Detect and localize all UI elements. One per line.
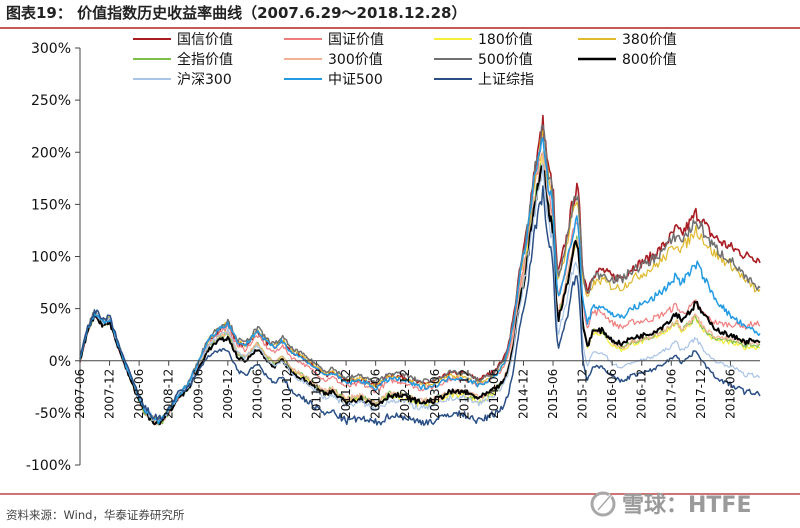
x-tick-label: 2011-12 — [339, 369, 353, 419]
y-tick-label: 200% — [31, 145, 71, 161]
x-tick-label: 2007-06 — [73, 369, 87, 419]
x-tick-label: 2012-06 — [369, 369, 383, 419]
legend-label: 300价值 — [328, 52, 383, 68]
legend-label: 380价值 — [622, 32, 677, 48]
series-line-1 — [79, 114, 761, 425]
x-tick-label: 2013-06 — [428, 369, 442, 419]
x-tick-label: 2014-06 — [487, 369, 501, 419]
legend-label: 500价值 — [478, 52, 533, 68]
x-tick-label: 2012-12 — [398, 369, 412, 419]
x-tick-label: 2016-06 — [605, 369, 619, 419]
x-tick-label: 2010-06 — [250, 369, 264, 419]
y-tick-label: -100% — [26, 458, 71, 474]
y-tick-label: 100% — [31, 250, 71, 266]
snowball-logo-icon — [590, 491, 616, 517]
axes: -100% -50% 0% 50% 100% 150% 200% 250% 300% 2007-0… — [26, 41, 760, 474]
x-tick-label: 2018-06 — [723, 369, 737, 419]
series-line-10 — [79, 136, 761, 425]
x-tick-label: 2009-12 — [221, 369, 235, 419]
x-tick-label: 2013-12 — [457, 369, 471, 419]
series-line-4 — [79, 130, 761, 424]
legend-label: 180价值 — [478, 32, 533, 48]
y-tick-label: -50% — [35, 406, 71, 422]
x-tick-label: 2011-06 — [310, 369, 324, 419]
legend-label: 中证500 — [328, 72, 383, 88]
series-line-9 — [79, 163, 761, 422]
legend-label: 全指价值 — [177, 51, 233, 68]
watermark-text: 雪球：HTFE — [622, 493, 751, 518]
x-tick-label: 2017-12 — [694, 369, 708, 419]
legend-label: 国信价值 — [177, 32, 233, 48]
x-tick-label: 2010-12 — [280, 369, 294, 419]
y-tick-label: 50% — [40, 302, 71, 318]
y-tick-label: 250% — [31, 93, 71, 109]
series-line-11 — [79, 185, 761, 427]
x-tick-label: 2015-12 — [576, 369, 590, 419]
x-tick-label: 2017-06 — [664, 369, 678, 419]
plot-lines — [79, 114, 761, 427]
x-tick-label: 2015-06 — [546, 369, 560, 419]
legend-label: 800价值 — [622, 52, 677, 68]
x-tick-label: 2008-12 — [162, 369, 176, 419]
x-tick-label: 2008-06 — [132, 369, 146, 419]
source-note: 资料来源：Wind，华泰证券研究所 — [6, 508, 185, 522]
figure-title: 图表19： 价值指数历史收益率曲线（2007.6.29～2018.12.28） — [6, 4, 466, 22]
legend-label: 上证综指 — [478, 72, 534, 88]
watermark: 雪球：HTFE — [590, 491, 751, 518]
x-tick-label: 2016-12 — [635, 369, 649, 419]
series-line-7 — [79, 124, 761, 422]
y-tick-label: 0% — [49, 354, 71, 370]
legend-label: 国证价值 — [328, 32, 384, 48]
x-tick-label: 2009-06 — [191, 369, 205, 419]
x-tick-label: 2014-12 — [516, 369, 530, 419]
y-tick-label: 150% — [31, 197, 71, 213]
y-tick-label: 300% — [31, 41, 71, 57]
legend-label: 沪深300 — [177, 72, 232, 88]
x-tick-label: 2007-12 — [103, 369, 117, 419]
